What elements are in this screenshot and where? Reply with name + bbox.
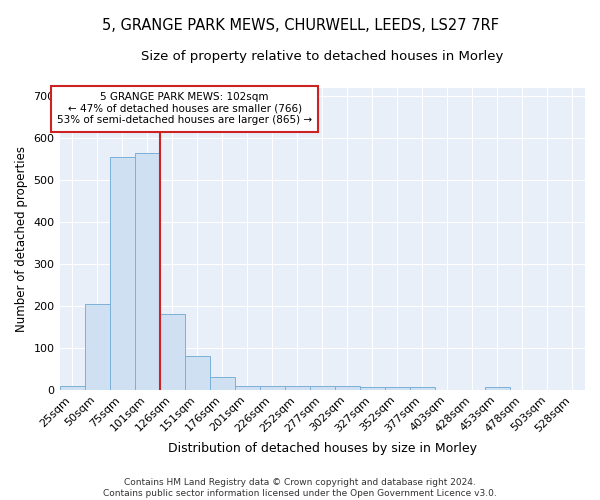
X-axis label: Distribution of detached houses by size in Morley: Distribution of detached houses by size … [168,442,477,455]
Bar [85,304,110,390]
Bar [59,386,85,390]
Bar [385,387,410,390]
Bar [110,157,134,390]
Bar [410,387,435,390]
Bar [310,386,335,390]
Text: 5, GRANGE PARK MEWS, CHURWELL, LEEDS, LS27 7RF: 5, GRANGE PARK MEWS, CHURWELL, LEEDS, LS… [101,18,499,32]
Title: Size of property relative to detached houses in Morley: Size of property relative to detached ho… [141,50,503,63]
Text: Contains HM Land Registry data © Crown copyright and database right 2024.
Contai: Contains HM Land Registry data © Crown c… [103,478,497,498]
Bar [235,386,260,390]
Bar [360,387,385,390]
Bar [260,386,285,390]
Bar [335,386,360,390]
Bar [285,386,310,390]
Bar [134,153,160,390]
Bar [209,377,235,390]
Y-axis label: Number of detached properties: Number of detached properties [15,146,28,332]
Bar [485,387,510,390]
Text: 5 GRANGE PARK MEWS: 102sqm
← 47% of detached houses are smaller (766)
53% of sem: 5 GRANGE PARK MEWS: 102sqm ← 47% of deta… [57,92,312,126]
Bar [185,356,209,390]
Bar [160,314,185,390]
